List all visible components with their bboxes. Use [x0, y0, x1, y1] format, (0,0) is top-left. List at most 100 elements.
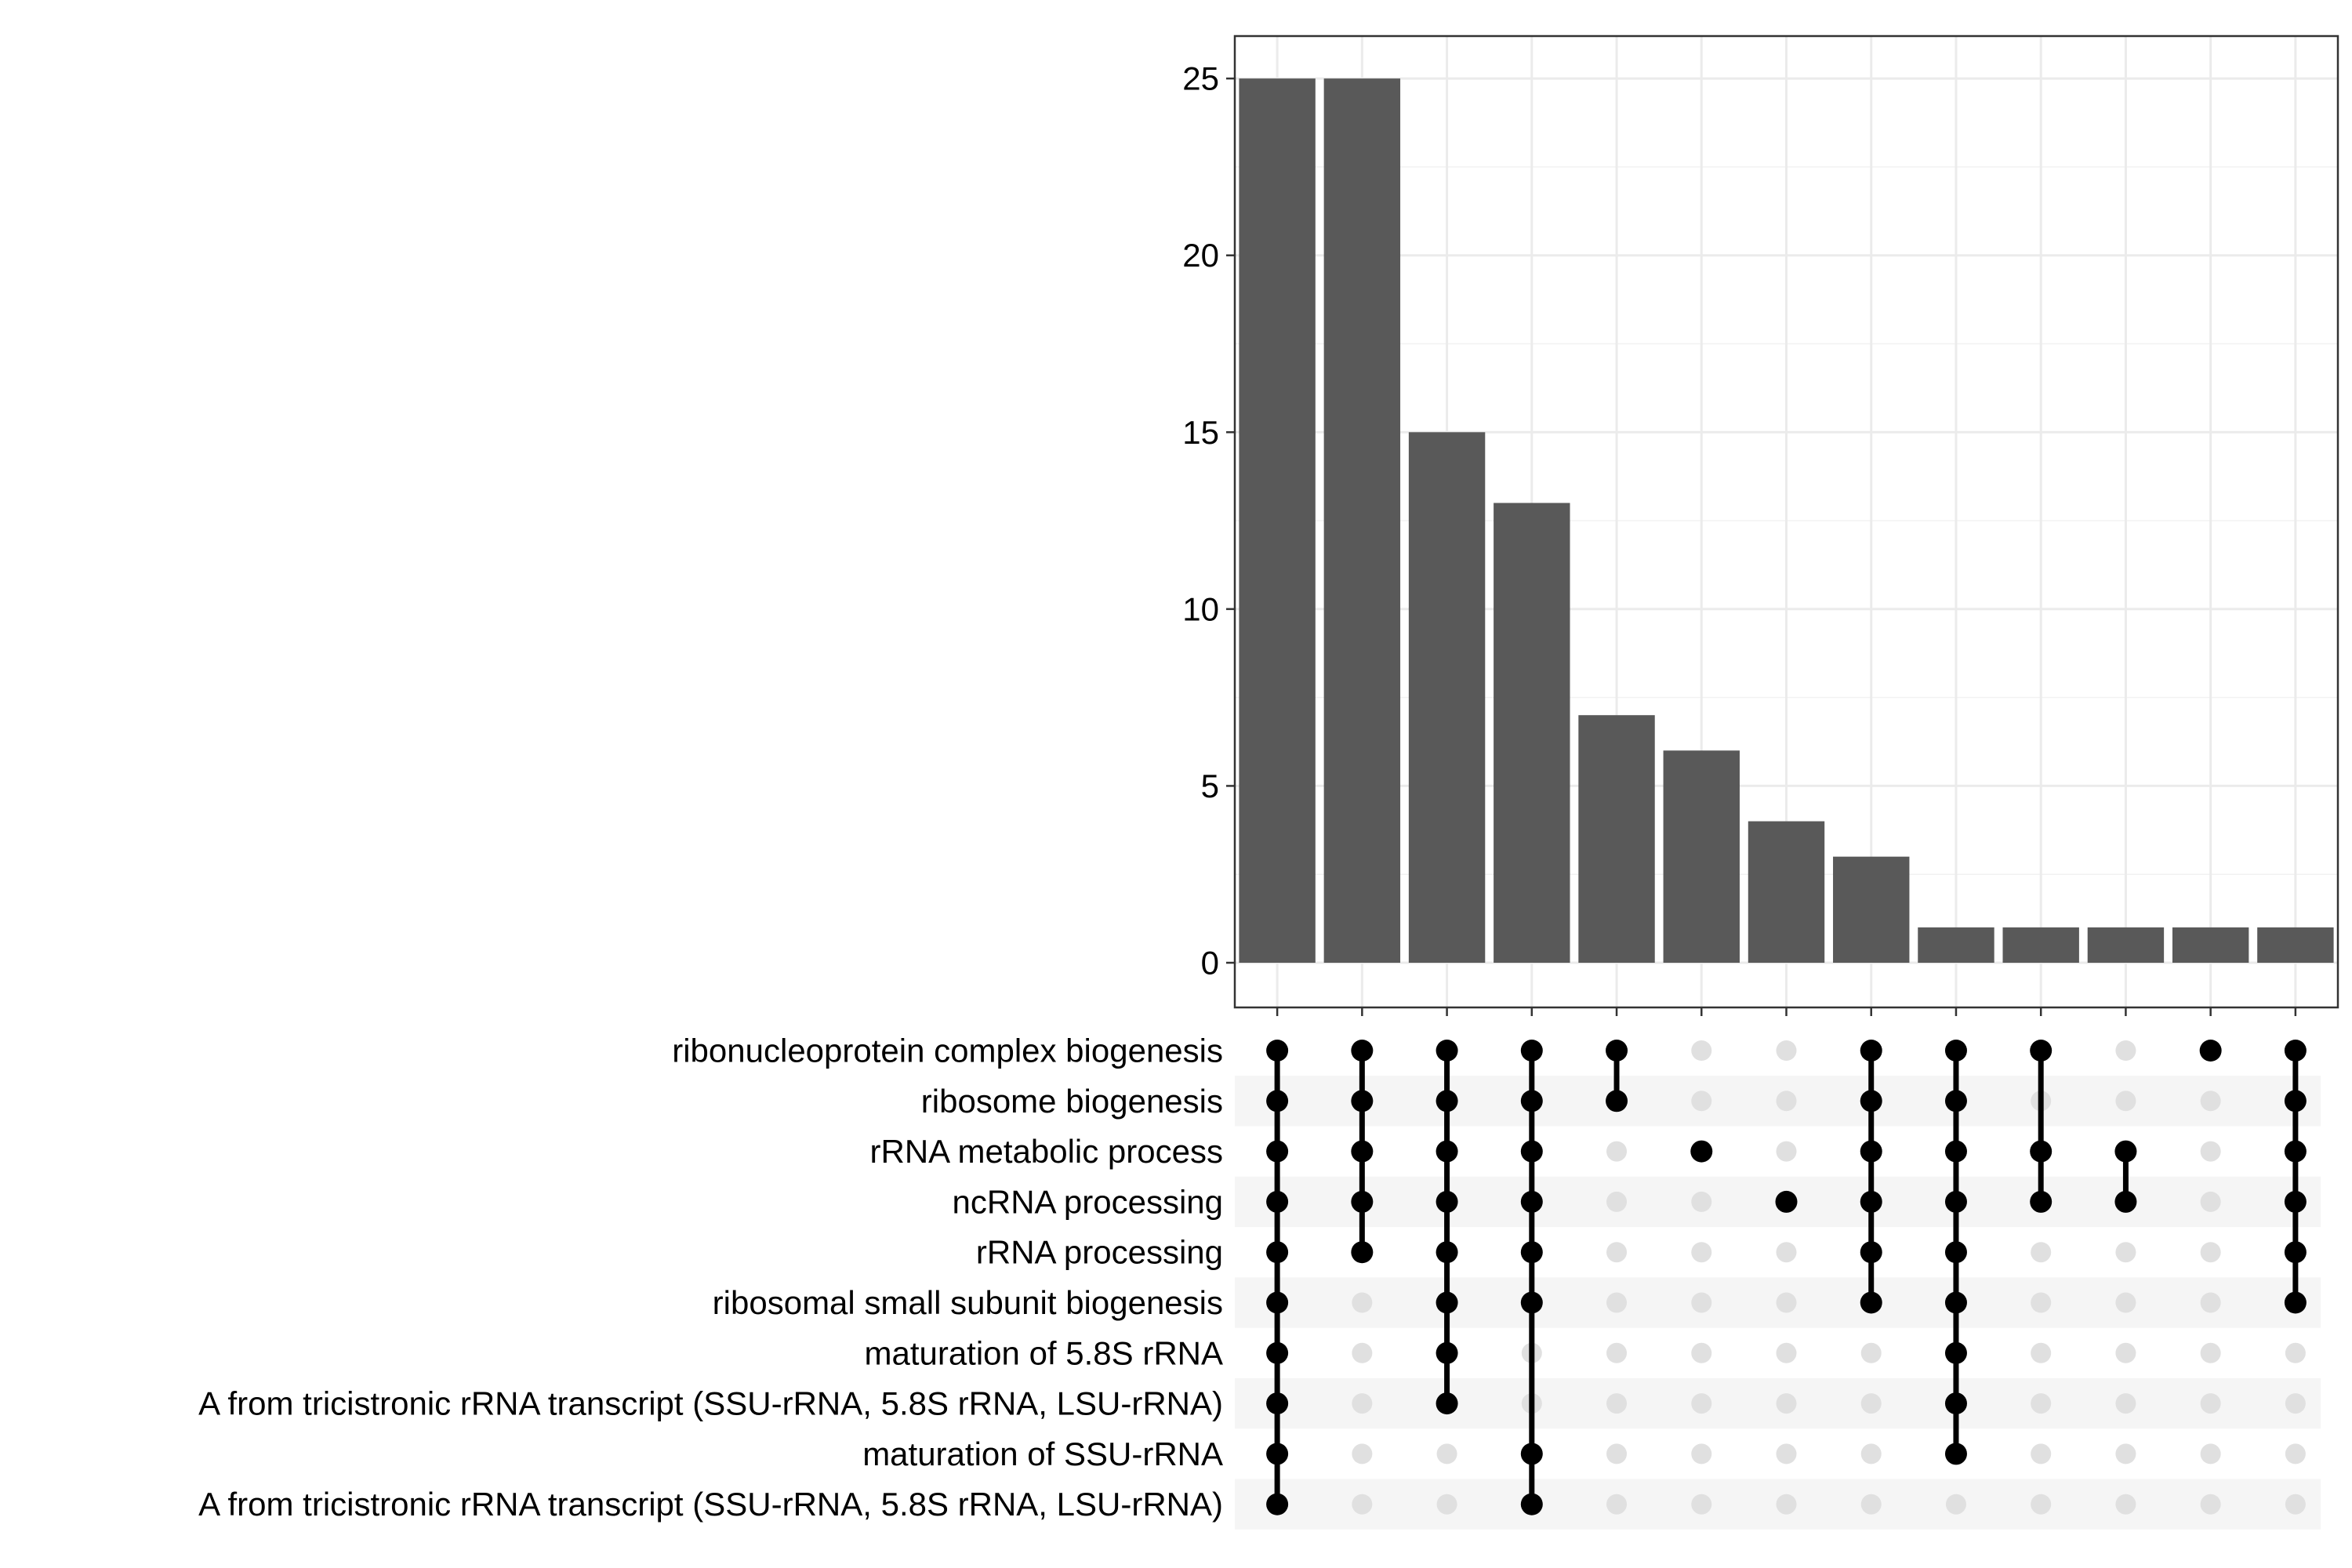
matrix-dot-inactive — [1606, 1191, 1628, 1212]
matrix-dot-active — [1436, 1090, 1458, 1112]
set-label: maturation of 5.8S rRNA — [864, 1334, 1223, 1371]
matrix-dot-active — [1944, 1341, 1967, 1364]
matrix-dot-inactive — [1691, 1040, 1712, 1061]
matrix-dot-active — [1520, 1493, 1543, 1515]
y-tick-label: 15 — [1182, 414, 1219, 451]
matrix-dot-active — [2114, 1140, 2137, 1163]
matrix-dot-active — [1436, 1241, 1458, 1264]
matrix-dot-inactive — [2115, 1091, 2136, 1112]
matrix-dot-active — [1944, 1040, 1967, 1062]
intersection-bar — [2087, 927, 2165, 963]
y-tick-label: 5 — [1201, 768, 1219, 804]
matrix-dot-active — [1436, 1291, 1458, 1314]
matrix-dot-active — [1266, 1392, 1289, 1415]
matrix-dot-active — [1520, 1443, 1543, 1465]
intersection-bar — [1833, 856, 1910, 963]
matrix-dot-inactive — [1691, 1292, 1712, 1313]
intersection-bar — [1494, 503, 1570, 963]
matrix-dot-inactive — [1691, 1242, 1712, 1263]
matrix-dot-inactive — [1352, 1292, 1373, 1313]
matrix-dot-active — [1860, 1190, 1882, 1213]
intersection-bar — [2002, 927, 2079, 963]
matrix-dot-inactive — [2115, 1342, 2136, 1363]
matrix-dot-inactive — [2115, 1443, 2136, 1465]
matrix-dot-inactive — [2200, 1443, 2221, 1465]
matrix-column — [1860, 1040, 1882, 1515]
intersection-matrix — [1266, 1040, 2307, 1515]
matrix-dot-active — [1351, 1140, 1374, 1163]
intersection-bar — [1408, 432, 1486, 963]
matrix-dot-active — [1436, 1392, 1458, 1415]
matrix-dot-active — [2199, 1040, 2222, 1062]
matrix-column — [2284, 1040, 2307, 1515]
matrix-dot-active — [2284, 1241, 2307, 1264]
matrix-dot-active — [1266, 1341, 1289, 1364]
matrix-dot-active — [2284, 1090, 2307, 1112]
matrix-dot-inactive — [2115, 1494, 2136, 1515]
matrix-column — [1520, 1040, 1543, 1515]
matrix-dot-inactive — [1606, 1292, 1628, 1313]
matrix-dot-inactive — [1776, 1342, 1797, 1363]
matrix-dot-active — [1944, 1090, 1967, 1112]
matrix-dot-inactive — [1776, 1242, 1797, 1263]
matrix-column — [1690, 1040, 1713, 1515]
matrix-dot-active — [1266, 1443, 1289, 1465]
matrix-dot-inactive — [2200, 1091, 2221, 1112]
matrix-dot-inactive — [1606, 1393, 1628, 1414]
set-label: ncRNA processing — [953, 1183, 1224, 1220]
matrix-dot-inactive — [2200, 1292, 2221, 1313]
matrix-dot-active — [1860, 1040, 1882, 1062]
matrix-dot-inactive — [2031, 1292, 2052, 1313]
matrix-dot-inactive — [2200, 1141, 2221, 1162]
set-label: rRNA metabolic process — [870, 1133, 1224, 1170]
intersection-bar — [1748, 821, 1825, 963]
intersection-bar — [1663, 750, 1740, 963]
matrix-dot-active — [1606, 1090, 1628, 1112]
matrix-dot-active — [1860, 1241, 1882, 1264]
matrix-dot-inactive — [2115, 1292, 2136, 1313]
matrix-dot-inactive — [2031, 1494, 2052, 1515]
matrix-dot-active — [1944, 1190, 1967, 1213]
matrix-dot-active — [1436, 1341, 1458, 1364]
matrix-dot-inactive — [1945, 1494, 1966, 1515]
matrix-dot-inactive — [1776, 1292, 1797, 1313]
matrix-dot-active — [1351, 1040, 1374, 1062]
matrix-dot-active — [1351, 1090, 1374, 1112]
matrix-dot-inactive — [1352, 1342, 1373, 1363]
matrix-dot-active — [1606, 1040, 1628, 1062]
matrix-dot-active — [1520, 1090, 1543, 1112]
intersection-bar — [1918, 927, 1994, 963]
x-axis-ticks — [1276, 1007, 2297, 1016]
matrix-column — [1775, 1040, 1798, 1515]
matrix-dot-active — [1436, 1140, 1458, 1163]
matrix-dot-active — [1520, 1040, 1543, 1062]
matrix-dot-inactive — [2031, 1393, 2052, 1414]
matrix-dot-active — [1351, 1190, 1374, 1213]
matrix-dot-active — [1860, 1090, 1882, 1112]
set-labels: ribonucleoprotein complex biogenesis ribo… — [198, 1033, 1223, 1523]
set-label: A from tricistronic rRNA transcript (SSU… — [198, 1486, 1223, 1523]
matrix-dot-active — [1266, 1241, 1289, 1264]
matrix-dot-inactive — [1776, 1393, 1797, 1414]
matrix-dot-active — [1860, 1140, 1882, 1163]
matrix-dot-active — [1266, 1090, 1289, 1112]
matrix-dot-inactive — [1860, 1393, 1882, 1414]
matrix-dot-inactive — [1776, 1494, 1797, 1515]
matrix-dot-active — [1944, 1241, 1967, 1264]
set-label: ribosomal small subunit biogenesis — [713, 1284, 1223, 1321]
matrix-dot-inactive — [2115, 1242, 2136, 1263]
matrix-column — [1436, 1040, 1458, 1515]
set-label: rRNA processing — [976, 1234, 1223, 1271]
matrix-dot-inactive — [2200, 1191, 2221, 1212]
matrix-dot-inactive — [1436, 1494, 1457, 1515]
matrix-dot-active — [1266, 1040, 1289, 1062]
matrix-dot-inactive — [1860, 1494, 1882, 1515]
matrix-dot-inactive — [2115, 1393, 2136, 1414]
set-label: ribosome biogenesis — [921, 1083, 1223, 1120]
y-tick-label: 25 — [1182, 60, 1219, 97]
matrix-dot-inactive — [1776, 1040, 1797, 1061]
matrix-dot-inactive — [1352, 1443, 1373, 1465]
matrix-dot-inactive — [2285, 1342, 2306, 1363]
matrix-dot-active — [2114, 1190, 2137, 1213]
